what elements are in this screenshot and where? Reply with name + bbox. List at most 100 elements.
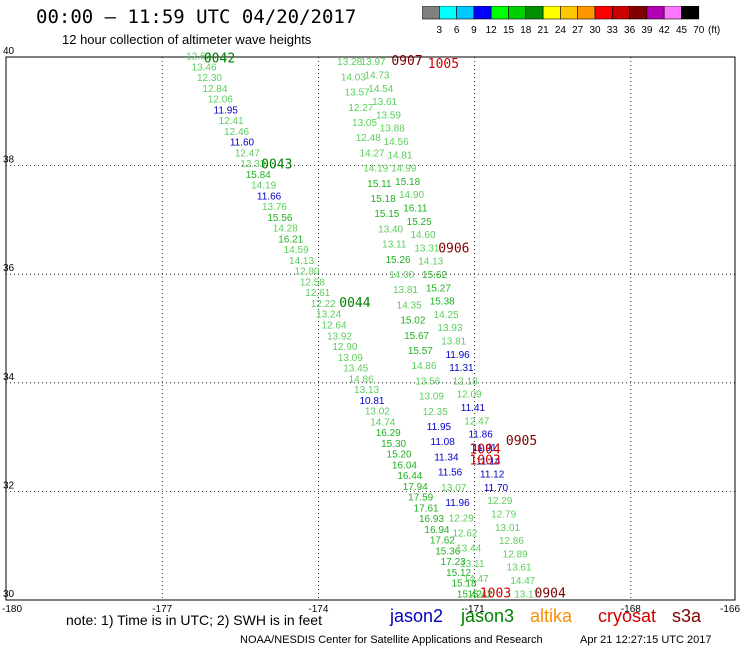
wave-height-value: 14.74 (370, 417, 395, 428)
wave-height-value: 13.88 (380, 124, 405, 135)
wave-height-value: 14.59 (284, 245, 309, 256)
wave-height-value: 13.61 (372, 97, 397, 108)
wave-height-value: 11.86 (468, 430, 493, 441)
wave-height-value: 13.76 (262, 202, 287, 213)
wave-height-value: 16.11 (403, 203, 428, 214)
colorbar-label: 33 (607, 25, 619, 36)
wave-height-value: 13.97 (361, 57, 386, 68)
wave-height-value: 11.34 (434, 452, 459, 463)
wave-height-value: 12.06 (208, 95, 233, 106)
pass-id-label: 1005 (428, 57, 459, 72)
wave-height-value: 13.11 (382, 240, 407, 251)
wave-height-value: 14.86 (412, 361, 437, 372)
wave-height-value: 13.61 (507, 563, 532, 574)
wave-height-value: 14.47 (464, 574, 489, 585)
wave-height-value: 12.90 (332, 342, 357, 353)
wave-height-value: 11.95 (427, 422, 452, 433)
wave-height-value: 12.09 (457, 390, 482, 401)
colorbar-label: 39 (641, 25, 653, 36)
satellite-name-s3a: s3a (672, 606, 702, 626)
wave-height-value: 15.27 (426, 283, 451, 294)
wave-height-value: 17.62 (430, 536, 455, 547)
wave-height-value: 12.27 (348, 103, 373, 114)
wave-height-value: 11.60 (230, 138, 255, 149)
wave-height-value: 12.33 (240, 159, 265, 170)
credit-line: NOAA/NESDIS Center for Satellite Applica… (240, 634, 543, 646)
wave-height-value: 11.96 (445, 350, 470, 361)
pass-id-label: 1004 (469, 442, 500, 457)
wave-height-value: 14.99 (391, 164, 416, 175)
colorbar-label: 21 (538, 25, 550, 36)
wave-height-value: 11.95 (214, 105, 239, 116)
wave-height-value: 13.46 (192, 62, 217, 73)
longitude-tick-label: -171 (465, 604, 485, 615)
satellite-name-jason2: jason2 (390, 606, 444, 626)
wave-height-value: 13.17 (514, 589, 539, 600)
map-title: 00:00 — 11:59 UTC 04/20/2017 (36, 6, 357, 28)
wave-height-value: 14.35 (397, 300, 422, 311)
longitude-tick-label: -166 (720, 604, 740, 615)
colorbar-label: 9 (471, 25, 477, 36)
colorbar-label: 18 (520, 25, 532, 36)
wave-height-value: 15.15 (374, 209, 399, 220)
wave-height-value: 12.61 (305, 288, 330, 299)
wave-height-value: 16.21 (278, 234, 303, 245)
wave-height-value: 16.04 (392, 460, 417, 471)
wave-height-value: 17.23 (441, 557, 466, 568)
wave-height-value: 15.11 (367, 179, 392, 190)
wave-height-value: 15.18 (452, 579, 477, 590)
wave-height-value: 15.36 (435, 546, 460, 557)
wave-height-value: 14.19 (251, 181, 276, 192)
wave-height-value: 16.29 (376, 428, 401, 439)
pass-id-label: 0906 (438, 241, 469, 256)
wave-height-value: 13.09 (419, 392, 444, 403)
wave-height-value: 11.14 (476, 456, 501, 467)
pass-id-label: 0044 (339, 296, 370, 311)
wave-height-value: 13.05 (352, 118, 377, 129)
colorbar-label: (ft) (708, 25, 720, 36)
wave-height-value: 10.81 (359, 396, 384, 407)
wave-height-value: 11.56 (438, 468, 463, 479)
wave-height-value: 13.02 (365, 407, 390, 418)
wave-height-value: 15.42 (457, 589, 482, 600)
wave-height-value: 12.79 (491, 509, 516, 520)
wave-height-value: 16.93 (419, 514, 444, 525)
wave-height-value: 12.29 (449, 513, 474, 524)
wave-height-value: 17.61 (414, 503, 439, 514)
wave-height-value: 15.25 (407, 217, 432, 228)
longitude-tick-label: -174 (308, 604, 328, 615)
wave-height-value: 14.13 (418, 257, 443, 268)
pass-id-label: 0043 (261, 157, 292, 172)
wave-height-value: 11.12 (480, 470, 505, 481)
wave-height-value: 14.25 (434, 310, 459, 321)
wave-height-value: 12.48 (356, 133, 381, 144)
map-frame (5, 56, 736, 601)
wave-height-value: 11.70 (484, 483, 509, 494)
wave-height-value: 14.27 (359, 148, 384, 159)
colorbar-label: 6 (454, 25, 460, 36)
wave-height-value: 13.81 (393, 285, 418, 296)
wave-height-value: 14.81 (387, 150, 412, 161)
wave-height-value: 13.11 (460, 559, 485, 570)
latitude-tick-label: 30 (3, 589, 15, 600)
latitude-tick-label: 32 (3, 480, 15, 491)
wave-height-value: 12.30 (197, 73, 222, 84)
wave-height-value: 11.96 (445, 498, 470, 509)
wave-height-value: 16.44 (397, 471, 422, 482)
wave-height-value: 13.24 (316, 310, 341, 321)
satellite-name-altika: altika (530, 606, 573, 626)
pass-id-label: 0905 (506, 434, 537, 449)
colorbar-label: 27 (572, 25, 584, 36)
wave-height-value: 13.07 (441, 483, 466, 494)
wave-height-value: 15.20 (387, 450, 412, 461)
wave-height-value: 13.44 (456, 544, 481, 555)
wave-height-value: 13.92 (327, 331, 352, 342)
wave-height-value: 15.38 (430, 297, 455, 308)
wave-height-value: 15.57 (408, 346, 433, 357)
wave-height-value: 12.63 (186, 52, 211, 63)
wave-height-value: 12.35 (423, 407, 448, 418)
colorbar-label: 36 (624, 25, 636, 36)
wave-height-value: 13.31 (414, 243, 439, 254)
wave-height-value: 15.18 (371, 194, 396, 205)
